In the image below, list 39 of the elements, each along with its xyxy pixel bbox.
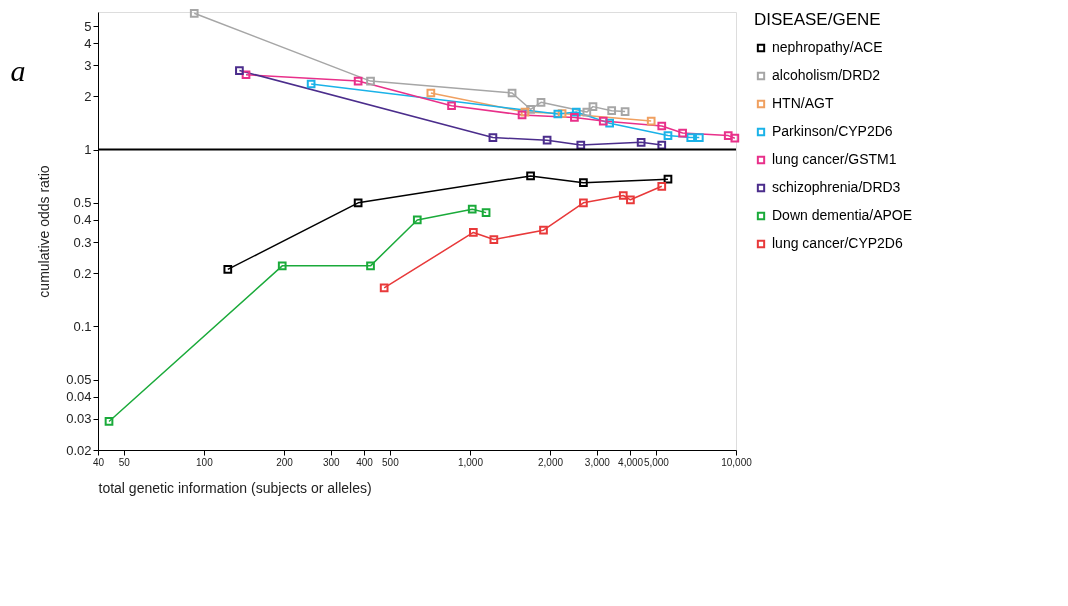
legend-title: DISEASE/GENE	[754, 10, 881, 29]
y-tick-label: 0.3	[73, 234, 92, 250]
legend-label: lung cancer/CYP2D6	[772, 235, 903, 251]
x-tick-label: 300	[322, 456, 341, 468]
y-tick-label: 1	[84, 142, 92, 158]
text: a	[10, 54, 26, 87]
y-tick-label: 0.03	[66, 411, 92, 427]
x-tick-label: 50	[118, 456, 131, 468]
x-tick-label: 3,000	[584, 456, 611, 468]
legend-label: HTN/AGT	[772, 95, 834, 111]
y-tick-label: 0.05	[66, 372, 92, 388]
x-tick-label: 40	[92, 456, 105, 468]
legend-label: Down dementia/APOE	[772, 207, 913, 223]
x-tick-label: 200	[276, 456, 294, 468]
y-tick-label: 4	[84, 35, 92, 51]
legend-label: Parkinson/CYP2D6	[772, 123, 893, 139]
y-tick-label: 0.5	[73, 195, 92, 211]
x-tick-label: 1,000	[457, 456, 484, 468]
legend-label: nephropathy/ACE	[772, 39, 883, 55]
y-tick-label: 0.04	[66, 389, 92, 405]
legend-label: schizophrenia/DRD3	[772, 179, 901, 195]
y-tick-label: 0.1	[73, 318, 92, 334]
legend-label: alcoholism/DRD2	[772, 67, 881, 83]
x-tick-label: 5,000	[643, 456, 670, 468]
y-tick-label: 0.4	[73, 212, 92, 228]
x-tick-label: 100	[196, 456, 214, 468]
y-tick-label: 2	[84, 88, 92, 104]
x-tick-label: 4,000	[618, 456, 644, 468]
x-axis-title: total genetic information (subjects or alleles)	[98, 479, 372, 496]
y-tick-label: 5	[84, 18, 92, 34]
x-tick-label: 400	[356, 456, 374, 468]
x-tick-label: 500	[382, 456, 400, 468]
x-tick-label: 2,000	[538, 456, 564, 468]
y-tick-label: 0.2	[73, 265, 92, 281]
legend-label: lung cancer/GSTM1	[772, 151, 897, 167]
y-tick-label: 0.02	[66, 442, 92, 458]
y-tick-label: 3	[84, 57, 92, 73]
y-axis-title: cumulative odds ratio	[36, 165, 53, 298]
x-tick-label: 10,000	[721, 456, 753, 468]
